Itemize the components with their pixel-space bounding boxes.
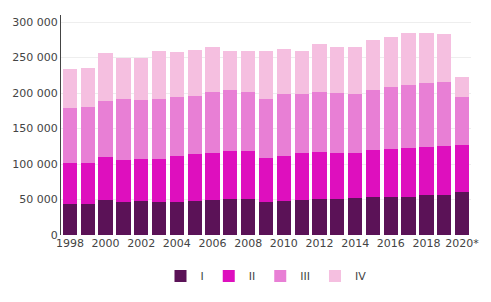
- svg-text:2020*: 2020*: [445, 237, 479, 250]
- svg-text:I: I: [201, 270, 204, 283]
- svg-text:II: II: [249, 270, 256, 283]
- svg-text:IV: IV: [355, 270, 366, 283]
- svg-text:2018: 2018: [412, 237, 440, 250]
- svg-text:0: 0: [51, 229, 58, 242]
- svg-text:50 000: 50 000: [19, 193, 58, 206]
- svg-text:150 000: 150 000: [12, 122, 58, 135]
- svg-text:200 000: 200 000: [12, 87, 58, 100]
- svg-text:2016: 2016: [377, 237, 405, 250]
- svg-text:1998: 1998: [56, 237, 84, 250]
- svg-text:2006: 2006: [199, 237, 227, 250]
- svg-text:300 000: 300 000: [12, 16, 58, 29]
- svg-text:250 000: 250 000: [12, 51, 58, 64]
- svg-text:2004: 2004: [163, 237, 191, 250]
- svg-text:2010: 2010: [270, 237, 298, 250]
- svg-text:2014: 2014: [341, 237, 369, 250]
- svg-text:100 000: 100 000: [12, 158, 58, 171]
- svg-text:2000: 2000: [92, 237, 120, 250]
- svg-text:2012: 2012: [305, 237, 333, 250]
- svg-text:2002: 2002: [127, 237, 155, 250]
- svg-text:2008: 2008: [234, 237, 262, 250]
- svg-text:III: III: [300, 270, 310, 283]
